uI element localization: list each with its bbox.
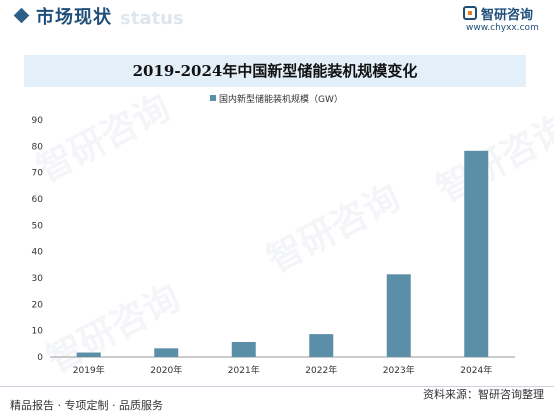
- section-title: 市场现状: [36, 7, 112, 28]
- y-tick-label: 70: [32, 169, 44, 179]
- bar: [76, 352, 101, 357]
- section-background-text: status: [120, 8, 184, 29]
- logo-url: www.chyxx.com: [466, 23, 539, 33]
- x-tick-label: 2022年: [305, 364, 337, 376]
- y-tick-label: 40: [32, 248, 44, 258]
- bar: [386, 274, 411, 357]
- y-tick-label: 20: [32, 300, 44, 310]
- y-tick-label: 10: [32, 327, 44, 337]
- legend-label: 国内新型储能装机规模（GW）: [219, 93, 343, 105]
- x-tick-label: 2019年: [73, 364, 105, 376]
- bar: [464, 150, 489, 357]
- bar: [154, 348, 179, 357]
- footer-divider: [0, 386, 554, 387]
- y-tick-label: 90: [32, 116, 44, 126]
- logo-name: 智研咨询: [481, 8, 534, 23]
- legend-swatch: [210, 95, 216, 101]
- x-tick-label: 2023年: [383, 364, 415, 376]
- footer-tagline: 精品报告 · 专项定制 · 品质服务: [10, 399, 163, 412]
- y-tick-label: 80: [32, 142, 44, 152]
- x-tick-label: 2024年: [460, 364, 492, 376]
- bar: [309, 334, 334, 357]
- y-tick-label: 0: [37, 353, 43, 363]
- logo-icon: [463, 6, 477, 20]
- bar: [231, 341, 256, 357]
- source-note: 资料来源：智研咨询整理: [423, 388, 544, 401]
- y-tick-label: 60: [32, 195, 44, 205]
- header: status 市场现状 智研咨询 www.chyxx.com: [0, 0, 554, 40]
- x-tick-label: 2021年: [228, 364, 260, 376]
- chart-title: 2019-2024年中国新型储能装机规模变化: [24, 55, 526, 87]
- y-tick-label: 30: [32, 274, 44, 284]
- y-tick-label: 50: [32, 221, 44, 231]
- x-tick-label: 2020年: [150, 364, 182, 376]
